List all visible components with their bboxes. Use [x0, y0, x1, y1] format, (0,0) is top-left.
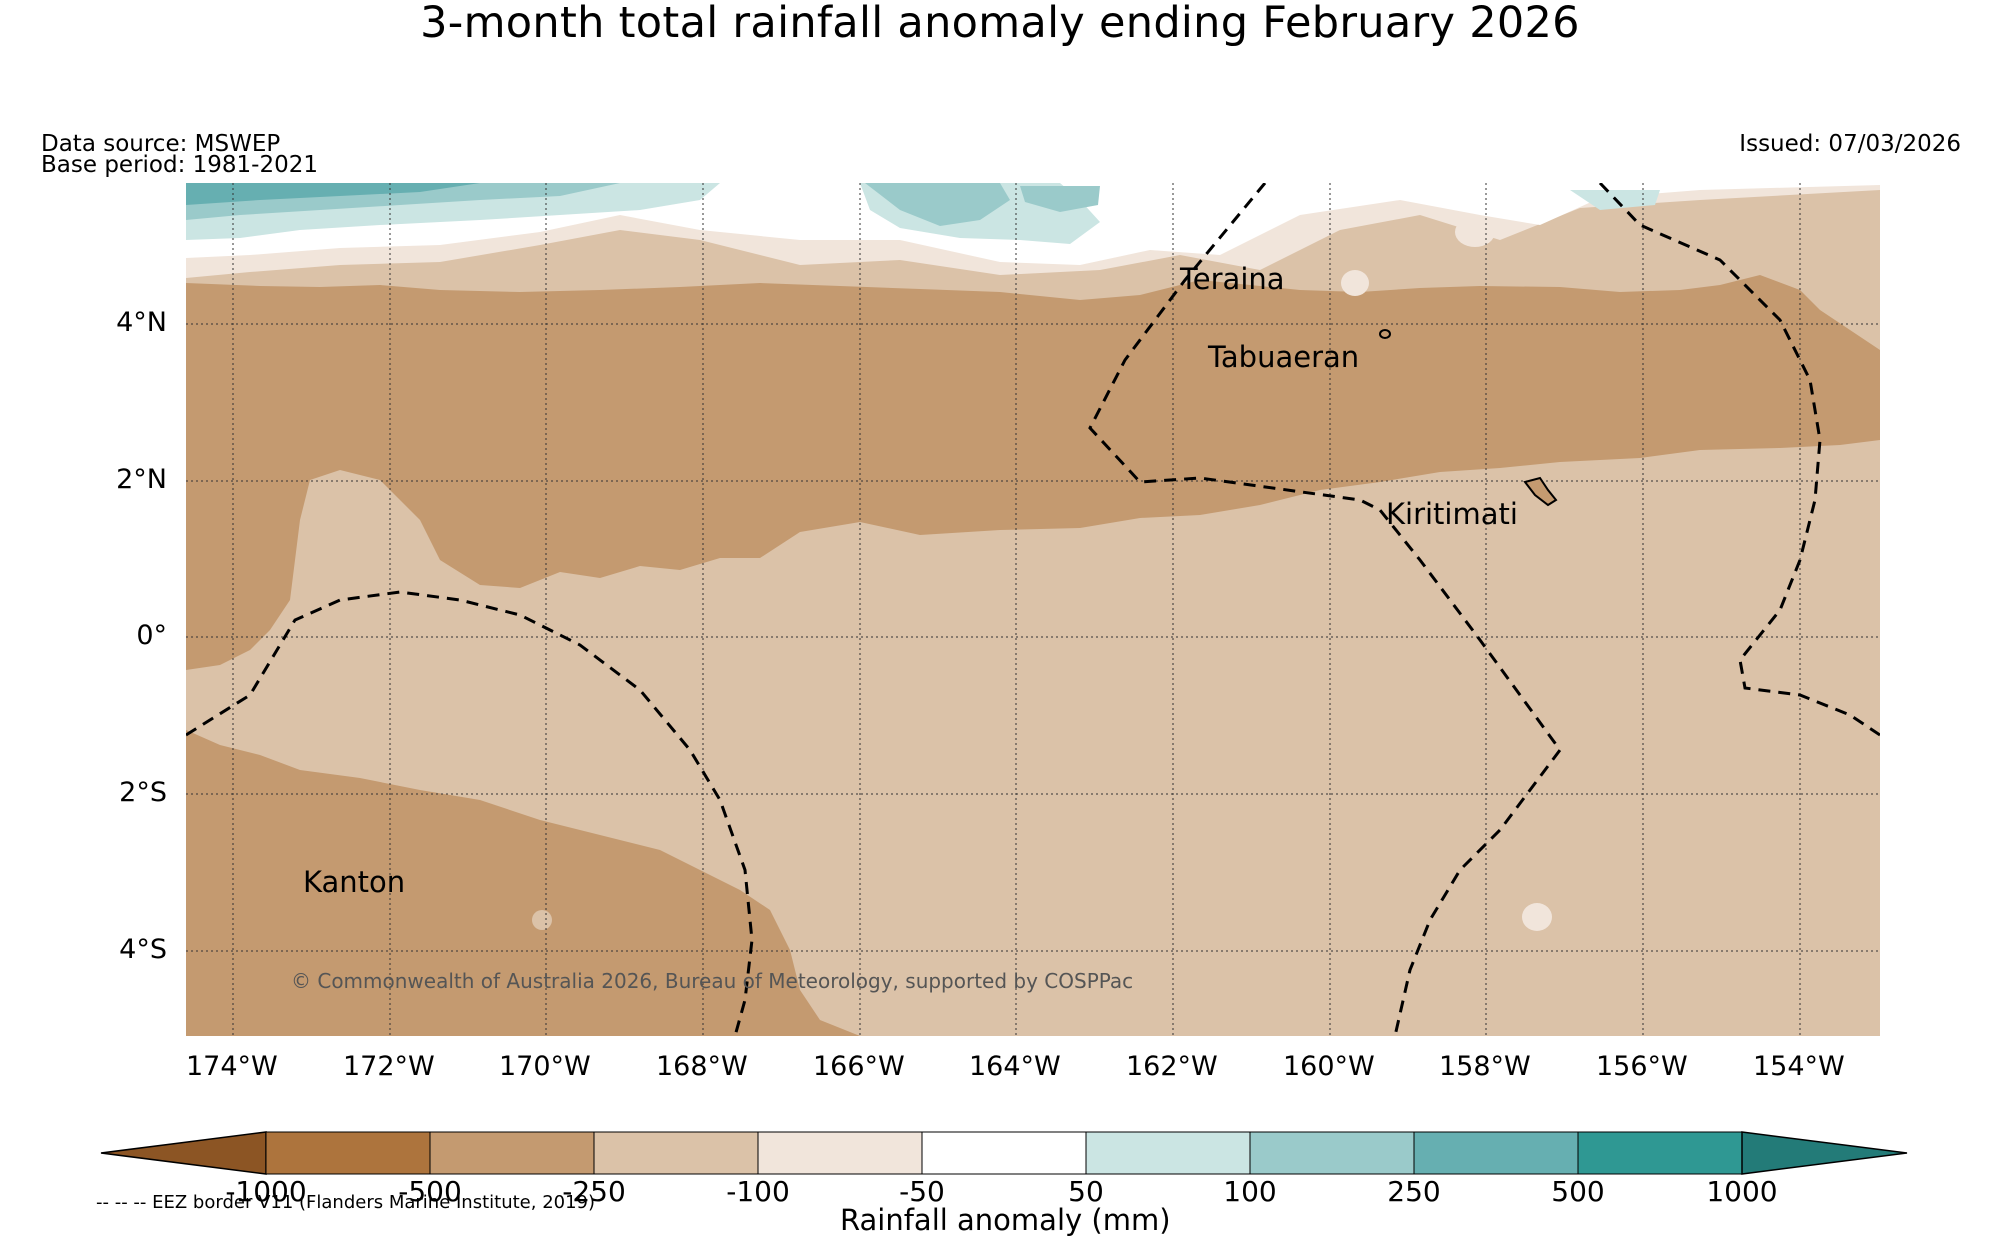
- lon-tick: 158°W: [1439, 1051, 1531, 1082]
- lon-tick: 168°W: [656, 1051, 748, 1082]
- kiritimati-island: [1523, 476, 1558, 507]
- colorbar-label: Rainfall anomaly (mm): [840, 1203, 1171, 1237]
- colorbar-swatch: [921, 1131, 1087, 1175]
- colorbar-swatch: [593, 1131, 759, 1175]
- lat-tick: 4°S: [119, 934, 167, 965]
- colorbar-tick: -1000: [225, 1175, 307, 1208]
- colorbar-swatch: [1413, 1131, 1579, 1175]
- tabuaeran-island: [1379, 329, 1391, 339]
- lon-tick: 166°W: [813, 1051, 905, 1082]
- base-period: Base period: 1981-2021: [41, 152, 319, 178]
- lon-tick: 172°W: [343, 1051, 435, 1082]
- colorbar-swatch: [1577, 1131, 1743, 1175]
- lon-tick: 170°W: [499, 1051, 591, 1082]
- anomaly-band-dry: [186, 275, 1880, 670]
- anomaly-band-dry-south: [186, 730, 860, 1036]
- map-field: [186, 183, 1880, 1036]
- place-label-kiritimati: Kiritimati: [1386, 497, 1518, 531]
- graticule: [186, 183, 1880, 1036]
- colorbar-tick: 1000: [1706, 1175, 1778, 1208]
- colorbar-extend-high: [1741, 1131, 1908, 1175]
- lon-tick: 154°W: [1753, 1051, 1845, 1082]
- colorbar: [100, 1131, 1908, 1175]
- colorbar-tick: 100: [1223, 1175, 1277, 1208]
- eez-borders: [186, 183, 1880, 1036]
- colorbar-tick: 250: [1387, 1175, 1441, 1208]
- colorbar-tick: -250: [562, 1175, 626, 1208]
- anomaly-patch-near-normal: [1522, 903, 1552, 931]
- colorbar-tick: -100: [726, 1175, 790, 1208]
- colorbar-swatch: [1249, 1131, 1415, 1175]
- lat-tick: 0°: [136, 620, 167, 651]
- place-label-kanton: Kanton: [303, 865, 406, 899]
- eez-legend-note: -- -- -- EEZ border V11 (Flanders Marine…: [96, 1192, 596, 1213]
- anomaly-patch-wetter-center: [865, 183, 1010, 226]
- colorbar-tick: 500: [1551, 1175, 1605, 1208]
- colorbar-tick: -500: [398, 1175, 462, 1208]
- lat-tick: 2°S: [119, 777, 167, 808]
- colorbar-tick: 50: [1068, 1175, 1104, 1208]
- place-label-teraina: Teraina: [1180, 262, 1285, 296]
- anomaly-patch-near-normal: [1341, 270, 1369, 296]
- colorbar-swatch: [1085, 1131, 1251, 1175]
- colorbar-tick: -50: [899, 1175, 945, 1208]
- colorbar-swatch: [265, 1131, 431, 1175]
- lon-tick: 164°W: [969, 1051, 1061, 1082]
- lon-tick: 162°W: [1126, 1051, 1218, 1082]
- map-title: 3-month total rainfall anomaly ending Fe…: [420, 0, 1580, 48]
- lat-tick: 4°N: [116, 307, 167, 338]
- lon-tick: 160°W: [1283, 1051, 1375, 1082]
- colorbar-extend-low: [100, 1131, 267, 1175]
- colorbar-swatch: [429, 1131, 595, 1175]
- data-source: Data source: MSWEP: [41, 131, 281, 157]
- issued-date: Issued: 07/03/2026: [1739, 131, 1961, 157]
- lat-tick: 2°N: [116, 464, 167, 495]
- lon-tick: 174°W: [186, 1051, 278, 1082]
- lon-tick: 156°W: [1596, 1051, 1688, 1082]
- anomaly-patch-light: [532, 910, 552, 930]
- copyright-notice: © Commonwealth of Australia 2026, Bureau…: [291, 969, 1134, 993]
- place-label-tabuaeran: Tabuaeran: [1208, 340, 1360, 374]
- colorbar-swatch: [757, 1131, 923, 1175]
- anomaly-band-wettest: [186, 183, 480, 205]
- anomaly-patch-near-normal: [1455, 217, 1495, 247]
- anomaly-patch-wetter-east: [1020, 186, 1100, 212]
